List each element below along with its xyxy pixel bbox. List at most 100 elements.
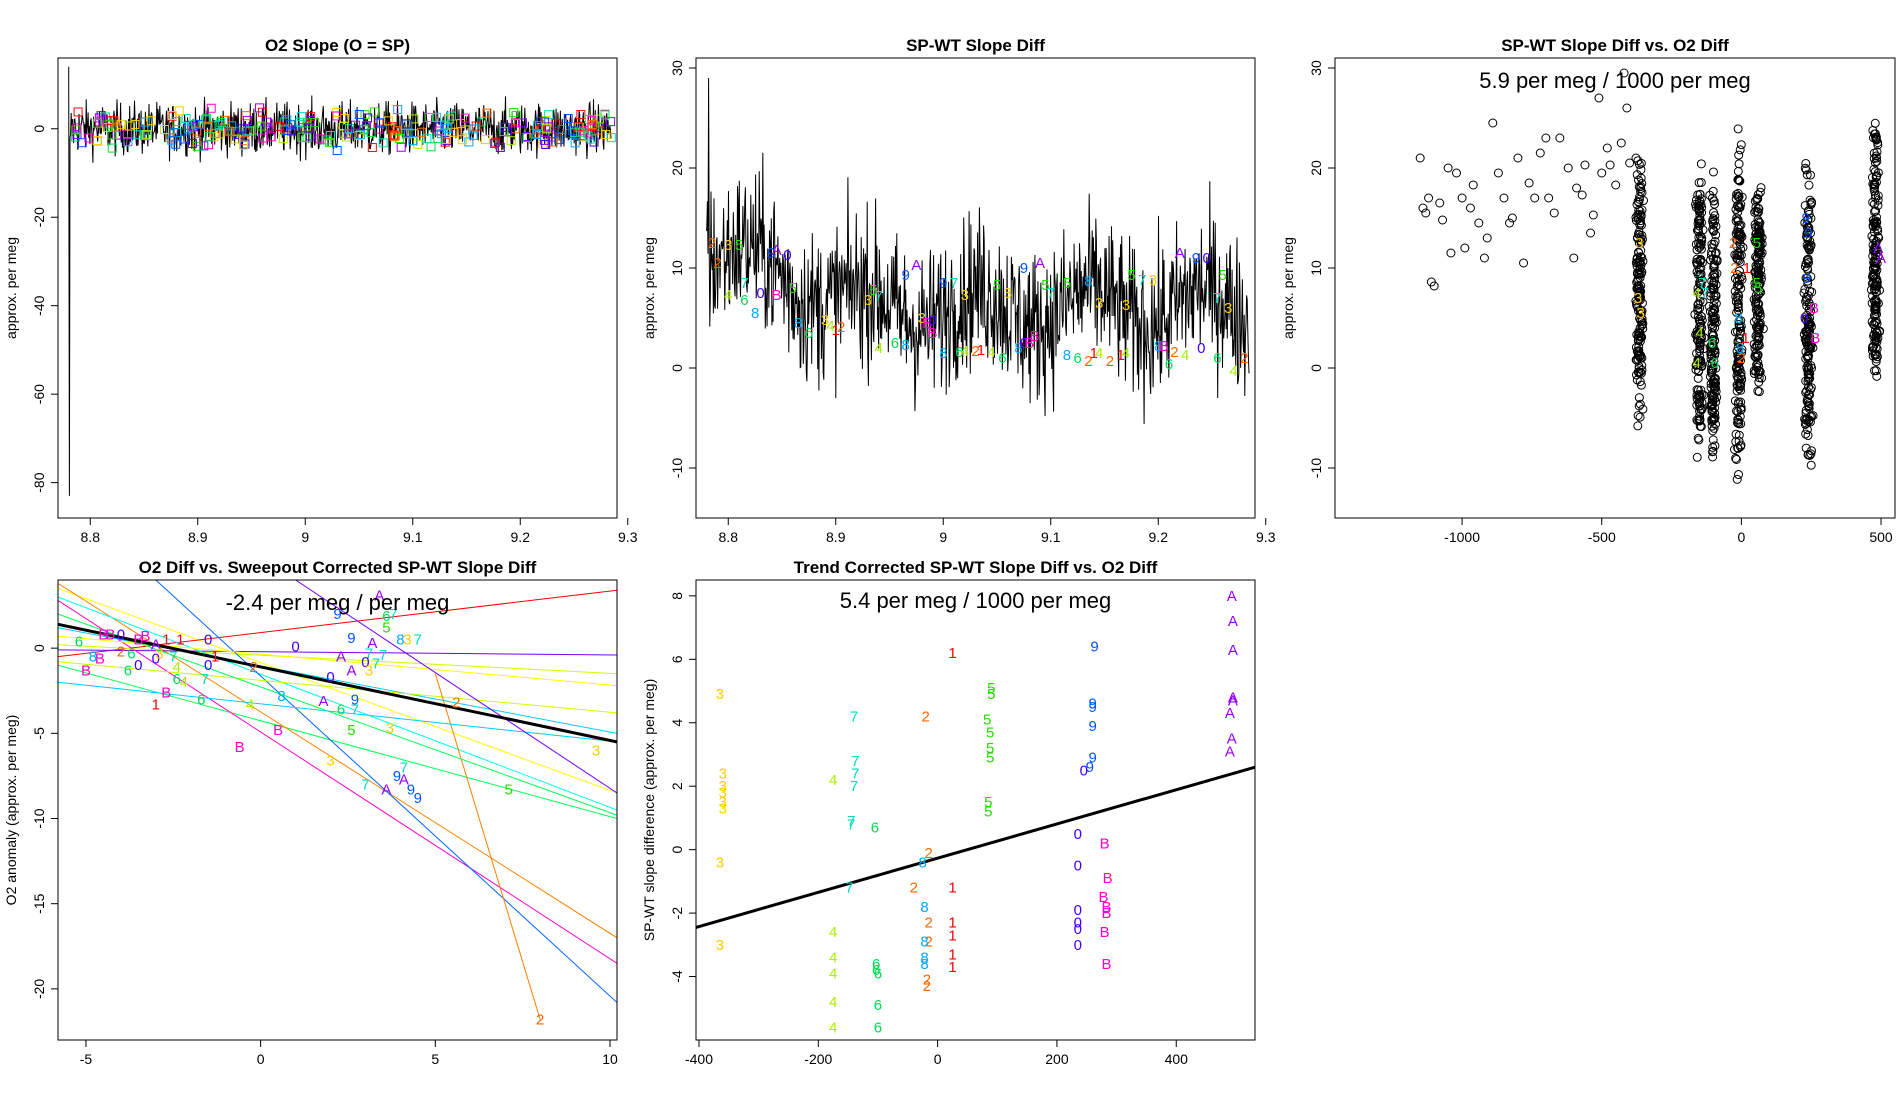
data-marker: [532, 129, 542, 139]
data-point: [1803, 369, 1813, 379]
data-point: [1753, 308, 1763, 318]
data-point: [1802, 170, 1812, 180]
data-label: 9: [939, 275, 947, 292]
data-label: A: [1873, 240, 1883, 257]
data-label: 3: [155, 645, 163, 662]
data-label: B: [140, 628, 150, 645]
data-marker: [303, 123, 313, 133]
data-point: [1733, 255, 1743, 265]
data-marker: [576, 110, 586, 120]
group-fit-line: [295, 580, 617, 794]
data-label: 7: [169, 649, 177, 666]
data-label: 6: [1213, 350, 1221, 367]
x-tick-label: 9.1: [1041, 529, 1061, 545]
data-point: [1733, 215, 1743, 225]
data-label: 9: [1020, 260, 1028, 277]
data-point: [1735, 351, 1745, 361]
data-marker: [395, 134, 405, 144]
x-tick-label: 9.3: [618, 529, 638, 545]
data-point: [1801, 158, 1811, 168]
data-label: 6: [1073, 350, 1081, 367]
data-label: 2: [249, 659, 257, 676]
data-marker: [130, 119, 140, 129]
data-point: [1754, 369, 1764, 379]
data-point: [1611, 180, 1621, 190]
data-label: 9: [1089, 696, 1097, 713]
plot-frame: [57, 57, 618, 519]
data-point: [1710, 199, 1719, 209]
data-point: [1695, 205, 1705, 215]
data-point: [1804, 401, 1814, 411]
data-label: 2: [452, 695, 460, 712]
data-point: [1692, 267, 1702, 277]
data-point: [1507, 213, 1517, 223]
data-label: 2: [1240, 350, 1248, 367]
data-point: [1636, 236, 1646, 246]
y-axis-label: O2 anomaly (approx. per meg): [3, 715, 19, 906]
data-point: [1800, 163, 1810, 173]
y-axis-label: approx. per meg: [1280, 237, 1296, 339]
data-label: 6: [998, 350, 1006, 367]
data-point: [1493, 168, 1503, 178]
data-point: [1802, 331, 1812, 341]
data-label: 6: [382, 608, 390, 625]
data-label: 2: [1737, 350, 1745, 367]
data-point: [1871, 357, 1881, 367]
data-point: [1872, 156, 1882, 166]
data-label: 7: [389, 606, 397, 623]
data-marker: [339, 121, 349, 131]
slope-annotation: 5.4 per meg / 1000 per meg: [840, 588, 1112, 613]
data-marker: [146, 116, 156, 126]
data-point: [1634, 364, 1644, 374]
y-tick-label: -20: [31, 207, 47, 227]
data-marker: [471, 121, 481, 131]
x-tick-label: 200: [1045, 1051, 1069, 1067]
y-tick-label: 0: [31, 644, 47, 652]
data-label: 3: [719, 794, 727, 811]
chart-title: O2 Slope (O = SP): [265, 36, 410, 55]
data-label: 1: [948, 959, 956, 976]
data-point: [1691, 239, 1701, 249]
data-point: [1872, 172, 1882, 182]
data-label: 1: [948, 915, 956, 932]
data-point: [1804, 351, 1814, 361]
data-point: [1696, 159, 1706, 169]
data-label: 4: [829, 965, 837, 982]
group-fit-line: [58, 588, 617, 794]
data-marker: [105, 119, 115, 129]
data-point: [1709, 239, 1719, 249]
data-point: [1695, 284, 1705, 294]
data-point: [1737, 192, 1747, 202]
data-marker: [274, 121, 284, 131]
data-label: 8: [794, 315, 802, 332]
data-label: B: [922, 315, 932, 332]
data-marker: [302, 133, 312, 143]
data-point: [1694, 215, 1704, 225]
x-tick-label: 8.9: [826, 529, 846, 545]
data-point: [1736, 397, 1746, 407]
data-point: [1806, 340, 1816, 350]
data-label: 0: [361, 654, 369, 671]
data-point: [1635, 351, 1645, 361]
data-point: [1697, 361, 1707, 371]
data-marker: [95, 117, 105, 127]
data-label: 1: [948, 880, 956, 897]
data-point: [1735, 257, 1745, 267]
data-point: [1869, 164, 1879, 174]
data-marker: [370, 107, 380, 117]
data-point: [1695, 239, 1705, 249]
data-point: [1435, 198, 1445, 208]
data-label: 7: [1701, 285, 1709, 302]
data-point: [1871, 206, 1881, 216]
data-label: 2: [1170, 344, 1178, 361]
data-marker: [480, 135, 490, 145]
data-point: [1597, 168, 1607, 178]
data-point: [1637, 252, 1647, 262]
data-label: B: [1098, 889, 1108, 906]
data-point: [1730, 250, 1740, 260]
data-point: [1632, 200, 1642, 210]
data-label: 5: [983, 712, 991, 729]
data-point: [1734, 159, 1744, 169]
